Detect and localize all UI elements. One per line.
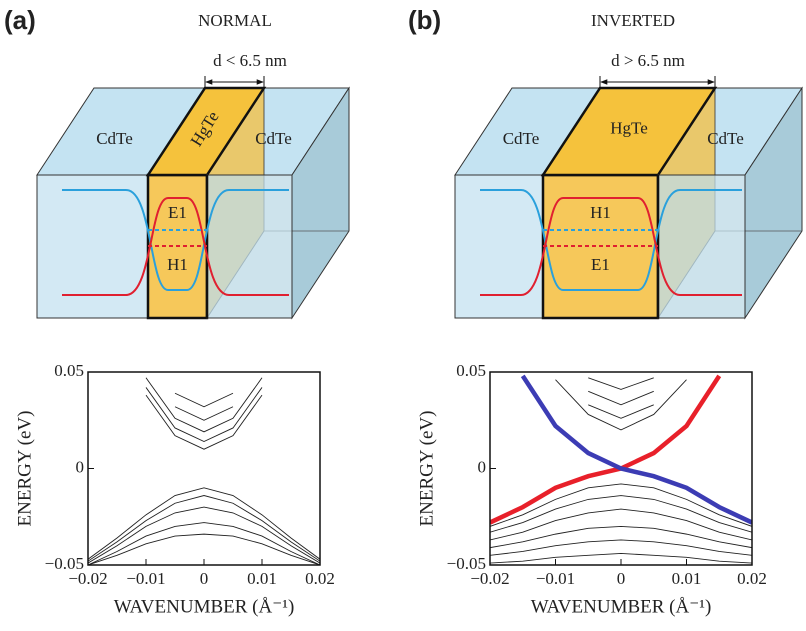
x-tick-label: 0 bbox=[617, 569, 626, 588]
x-axis-label: WAVENUMBER (Å⁻¹) bbox=[531, 596, 712, 617]
x-tick-label: 0 bbox=[200, 569, 209, 588]
level-label: H1 bbox=[590, 203, 611, 222]
figure: (a)NORMALd < 6.5 nmE1H1CdTeHgTeCdTe−0.02… bbox=[0, 0, 806, 631]
x-tick-label: 0.01 bbox=[247, 569, 277, 588]
cdte-front bbox=[37, 175, 148, 318]
y-tick-label: 0.05 bbox=[456, 361, 486, 380]
x-tick-label: 0.02 bbox=[737, 569, 767, 588]
thickness-label: d > 6.5 nm bbox=[611, 51, 685, 70]
band-line bbox=[146, 378, 262, 432]
x-axis-label: WAVENUMBER (Å⁻¹) bbox=[114, 596, 295, 617]
cdte-front bbox=[658, 175, 745, 318]
band-line bbox=[88, 523, 320, 565]
layer-label: CdTe bbox=[503, 129, 540, 148]
layer-label: CdTe bbox=[255, 129, 292, 148]
plot-frame bbox=[88, 372, 320, 565]
band-line bbox=[175, 407, 233, 421]
panel-label: (b) bbox=[408, 5, 441, 35]
panel-label: (a) bbox=[4, 5, 36, 35]
y-tick-label: −0.05 bbox=[45, 554, 84, 573]
cdte-front bbox=[455, 175, 543, 318]
level-label: H1 bbox=[167, 255, 188, 274]
band-line bbox=[490, 509, 752, 540]
layer-label: CdTe bbox=[96, 129, 133, 148]
y-tick-label: 0 bbox=[478, 457, 487, 476]
band-line bbox=[588, 391, 654, 405]
band-line bbox=[588, 378, 654, 390]
x-tick-label: −0.01 bbox=[126, 569, 165, 588]
y-axis-label: ENERGY (eV) bbox=[14, 411, 35, 527]
thickness-label: d < 6.5 nm bbox=[213, 51, 287, 70]
y-tick-label: 0.05 bbox=[54, 361, 84, 380]
plot-lines bbox=[490, 376, 752, 563]
band-line bbox=[88, 496, 320, 562]
band-line bbox=[88, 507, 320, 563]
level-label: E1 bbox=[168, 203, 187, 222]
y-tick-label: −0.05 bbox=[447, 554, 486, 573]
x-tick-label: −0.01 bbox=[536, 569, 575, 588]
level-label: E1 bbox=[591, 255, 610, 274]
y-tick-label: 0 bbox=[76, 457, 85, 476]
band-line bbox=[588, 405, 654, 419]
layer-label: CdTe bbox=[707, 129, 744, 148]
band-line bbox=[175, 393, 233, 407]
panel-title: NORMAL bbox=[198, 11, 272, 30]
plot-lines bbox=[88, 378, 320, 565]
panel-title: INVERTED bbox=[591, 11, 675, 30]
y-axis-label: ENERGY (eV) bbox=[416, 411, 437, 527]
x-tick-label: 0.02 bbox=[305, 569, 335, 588]
layer-label: HgTe bbox=[610, 118, 648, 137]
x-tick-label: 0.01 bbox=[672, 569, 702, 588]
band-line bbox=[146, 387, 262, 441]
